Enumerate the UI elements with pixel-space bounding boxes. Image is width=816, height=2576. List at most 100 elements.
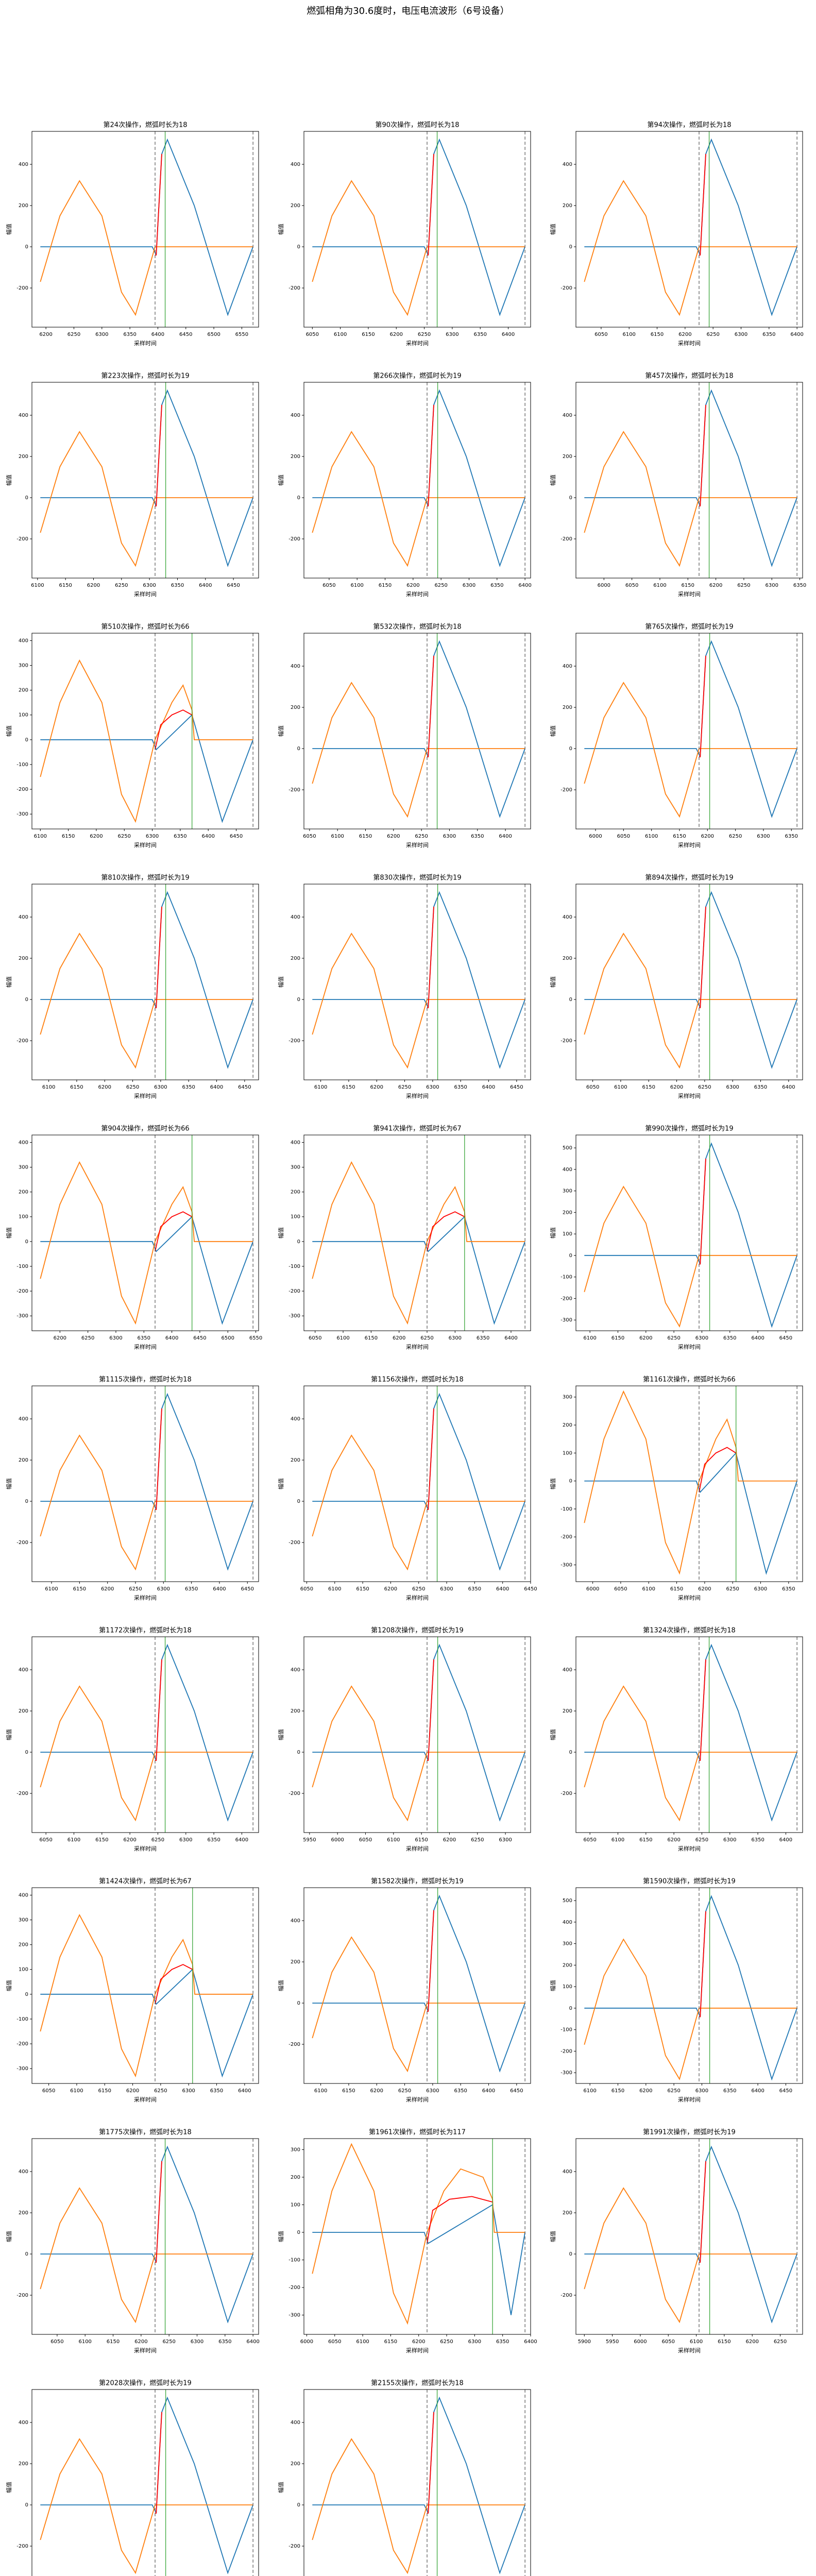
- plot-frame: [303, 2138, 531, 2335]
- y-tick-label: -100: [16, 2016, 28, 2022]
- y-tick-label: 0: [569, 746, 572, 752]
- x-tick-label: 6250: [67, 332, 80, 337]
- x-tick-label: 6500: [207, 332, 220, 337]
- chart-title: 第990次操作，燃弧时长为19: [645, 1125, 733, 1133]
- y-tick-label: 300: [563, 1395, 572, 1400]
- y-tick-label: 0: [25, 2251, 28, 2257]
- y-axis-label: 幅值: [278, 2482, 284, 2493]
- chart-title: 第830次操作，燃弧时长为19: [373, 874, 461, 882]
- x-tick-label: 6350: [723, 2088, 736, 2094]
- x-tick-label: 6050: [322, 583, 335, 588]
- x-tick-label: 6400: [165, 1335, 178, 1341]
- x-tick-label: 6400: [518, 583, 531, 588]
- plot-frame: [575, 1636, 803, 1833]
- chart-title: 第1156次操作，燃弧时长为18: [371, 1376, 464, 1384]
- x-tick-label: 6200: [387, 834, 400, 839]
- x-tick-label: 6100: [583, 1335, 596, 1341]
- x-tick-label: 6100: [583, 2088, 596, 2094]
- x-tick-label: 6550: [235, 332, 248, 337]
- x-tick-label: 6450: [510, 1084, 523, 1090]
- x-tick-label: 6300: [157, 1586, 170, 1592]
- data-line: [312, 682, 525, 818]
- y-tick-label: -200: [560, 536, 572, 542]
- x-tick-label: 6100: [611, 1837, 624, 1843]
- chart-title: 第1424次操作，燃弧时长为67: [99, 1877, 192, 1886]
- y-tick-label: 200: [291, 203, 300, 209]
- x-tick-label: 6350: [138, 1335, 150, 1341]
- data-line: [155, 906, 162, 1008]
- y-tick-label: 400: [19, 1416, 28, 1422]
- y-tick-label: -200: [288, 1791, 300, 1797]
- x-axis-label: 采样时间: [678, 1343, 701, 1350]
- y-axis-label: 幅值: [550, 1478, 556, 1489]
- y-axis-label: 幅值: [278, 1980, 284, 1991]
- x-tick-label: 6400: [779, 1837, 792, 1843]
- x-tick-label: 6250: [471, 1837, 484, 1843]
- data-line: [40, 2396, 253, 2574]
- x-tick-label: 6100: [78, 2339, 91, 2345]
- x-tick-label: 6350: [723, 1335, 736, 1341]
- y-tick-label: 200: [563, 956, 572, 961]
- x-tick-label: 6350: [185, 1586, 198, 1592]
- data-line: [699, 906, 706, 1008]
- plot-frame: [31, 884, 259, 1080]
- chart-title: 第1775次操作，燃弧时长为18: [99, 2128, 192, 2137]
- y-tick-label: 300: [291, 2147, 300, 2153]
- y-tick-label: 100: [291, 1214, 300, 1220]
- data-line: [312, 1894, 525, 2073]
- chart-title: 第223次操作，燃弧时长为19: [101, 372, 189, 380]
- x-tick-label: 6050: [306, 332, 319, 337]
- x-tick-label: 6400: [504, 1335, 517, 1341]
- x-axis-label: 采样时间: [678, 340, 701, 347]
- data-line: [427, 1408, 434, 1510]
- x-tick-label: 6350: [793, 583, 806, 588]
- x-tick-label: 6350: [207, 1837, 220, 1843]
- data-line: [427, 404, 434, 506]
- y-tick-label: -200: [16, 285, 28, 291]
- y-tick-label: 400: [19, 2420, 28, 2426]
- x-tick-label: 6350: [754, 1084, 767, 1090]
- y-tick-label: 0: [25, 1992, 28, 1997]
- chart-title: 第904次操作，燃弧时长为66: [101, 1125, 189, 1133]
- x-tick-label: 6200: [390, 332, 403, 337]
- x-tick-label: 6200: [370, 1084, 383, 1090]
- plot-frame: [31, 1134, 259, 1331]
- x-tick-label: 6350: [454, 1084, 467, 1090]
- x-axis-label: 采样时间: [134, 2096, 157, 2103]
- y-tick-label: 400: [291, 2420, 300, 2426]
- data-line: [427, 1211, 465, 1252]
- data-line: [584, 891, 797, 1069]
- y-tick-label: -200: [16, 1540, 28, 1546]
- data-line: [40, 2438, 253, 2574]
- data-line: [155, 154, 162, 256]
- data-line: [584, 682, 797, 818]
- y-tick-label: 300: [563, 1941, 572, 1947]
- x-tick-label: 6050: [303, 834, 316, 839]
- y-axis-label: 幅值: [278, 224, 284, 235]
- y-tick-label: 400: [19, 2169, 28, 2175]
- chart-title: 第1172次操作，燃弧时长为18: [99, 1626, 192, 1635]
- x-tick-label: 6450: [193, 1335, 206, 1341]
- data-line: [312, 389, 525, 567]
- x-tick-label: 6000: [586, 1586, 599, 1592]
- chart-title: 第457次操作，燃弧时长为18: [645, 372, 733, 380]
- x-tick-label: 6300: [468, 2339, 481, 2345]
- chart-title: 第24次操作，燃弧时长为18: [103, 121, 187, 129]
- x-tick-label: 6300: [146, 834, 159, 839]
- x-tick-label: 6300: [446, 332, 458, 337]
- x-tick-label: 6200: [384, 1586, 397, 1592]
- y-tick-label: -200: [16, 1791, 28, 1797]
- y-tick-label: 400: [19, 413, 28, 418]
- data-line: [312, 1393, 525, 1571]
- x-tick-label: 6200: [745, 2339, 758, 2345]
- x-tick-label: 6300: [426, 1084, 439, 1090]
- y-tick-label: 400: [19, 1892, 28, 1898]
- x-axis-label: 采样时间: [134, 1845, 157, 1852]
- x-axis-label: 采样时间: [406, 340, 429, 347]
- x-axis-label: 采样时间: [134, 590, 157, 598]
- x-tick-label: 6100: [622, 332, 635, 337]
- x-tick-label: 6150: [718, 2339, 730, 2345]
- y-tick-label: 0: [569, 997, 572, 1003]
- y-tick-label: 0: [25, 1239, 28, 1245]
- x-tick-label: 6100: [42, 1084, 55, 1090]
